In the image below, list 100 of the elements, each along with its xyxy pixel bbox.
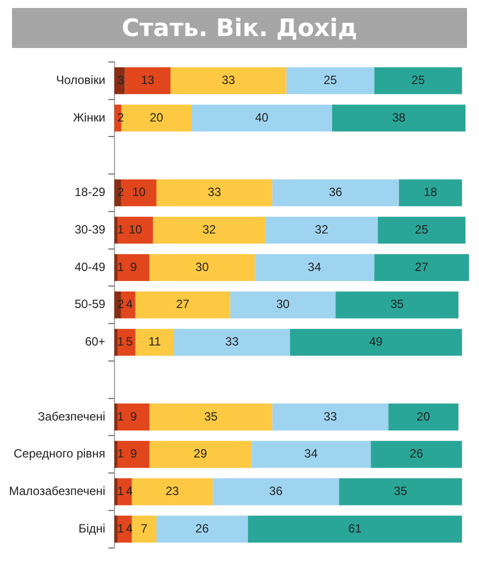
bar bbox=[149, 404, 272, 430]
data-label: 1 bbox=[117, 484, 124, 498]
bar bbox=[290, 328, 462, 356]
data-label: 10 bbox=[128, 222, 142, 236]
data-label: 34 bbox=[304, 446, 318, 461]
data-label: 9 bbox=[130, 409, 138, 424]
y-tick-label: 50-59 bbox=[74, 297, 106, 312]
bar bbox=[132, 478, 213, 506]
data-label: 25 bbox=[411, 72, 426, 87]
y-tick-label: 30-39 bbox=[74, 222, 106, 236]
data-label: 30 bbox=[276, 297, 290, 312]
data-label: 7 bbox=[140, 521, 148, 536]
bar bbox=[124, 67, 170, 94]
bar bbox=[118, 254, 150, 281]
data-label: 36 bbox=[269, 484, 283, 498]
bar bbox=[374, 254, 469, 281]
data-label: 23 bbox=[166, 484, 180, 498]
data-label: 35 bbox=[204, 409, 218, 424]
bar bbox=[114, 254, 118, 281]
bar bbox=[114, 440, 118, 468]
y-tick-label: Бідні bbox=[78, 521, 106, 536]
data-label: 35 bbox=[394, 484, 408, 498]
bar bbox=[254, 254, 374, 281]
data-label: 26 bbox=[195, 521, 210, 536]
bar bbox=[135, 328, 174, 356]
bar bbox=[286, 67, 374, 94]
bar bbox=[272, 179, 399, 206]
bar bbox=[339, 478, 462, 506]
bar bbox=[118, 440, 150, 468]
data-label: 35 bbox=[390, 297, 404, 312]
bar bbox=[174, 328, 290, 356]
bar bbox=[332, 104, 466, 132]
y-tick-label: Жінки bbox=[72, 110, 106, 124]
data-label: 40 bbox=[255, 110, 269, 124]
data-label: 36 bbox=[328, 185, 343, 200]
bar bbox=[192, 104, 332, 132]
bar bbox=[149, 440, 252, 468]
data-label: 27 bbox=[414, 260, 429, 274]
data-label: 32 bbox=[314, 222, 328, 236]
y-tick-label: 18-29 bbox=[74, 185, 106, 200]
y-tick-label: Забезпечені bbox=[38, 409, 106, 424]
data-label: 30 bbox=[195, 260, 210, 274]
bar bbox=[114, 516, 118, 543]
data-label: 27 bbox=[176, 297, 190, 312]
bar bbox=[370, 440, 462, 468]
bar bbox=[248, 516, 462, 543]
data-label: 18 bbox=[424, 185, 438, 200]
data-label: 33 bbox=[225, 334, 239, 349]
data-label: 1 bbox=[117, 446, 124, 461]
data-label: 25 bbox=[324, 72, 338, 87]
bar bbox=[114, 328, 118, 356]
data-label: 33 bbox=[208, 185, 222, 200]
data-label: 25 bbox=[414, 222, 429, 236]
bar bbox=[388, 404, 458, 430]
bar bbox=[114, 404, 118, 430]
data-label: 9 bbox=[130, 446, 138, 461]
bar bbox=[114, 216, 118, 244]
bar bbox=[212, 478, 340, 506]
data-label: 3 bbox=[117, 72, 124, 87]
data-label: 34 bbox=[308, 260, 322, 274]
data-label: 1 bbox=[117, 521, 124, 536]
bar bbox=[336, 291, 458, 318]
bar bbox=[398, 179, 462, 206]
data-label: 10 bbox=[132, 185, 146, 200]
data-label: 61 bbox=[348, 521, 362, 536]
bar bbox=[135, 291, 230, 318]
y-tick-label: Середного рівня bbox=[14, 446, 106, 461]
y-tick-label: Малозабезпечені bbox=[8, 484, 106, 498]
data-label: 29 bbox=[194, 446, 208, 461]
data-label: 38 bbox=[392, 110, 406, 124]
bar bbox=[152, 216, 266, 244]
y-tick-label: 60+ bbox=[84, 334, 106, 349]
data-label: 11 bbox=[148, 334, 162, 349]
data-label: 4 bbox=[126, 297, 133, 312]
y-tick-label: 40-49 bbox=[74, 260, 106, 274]
bar bbox=[118, 216, 153, 244]
data-label: 26 bbox=[410, 446, 424, 461]
bar bbox=[170, 67, 286, 94]
chart-title: Стать. Вік. Дохід bbox=[12, 8, 467, 48]
data-label: 13 bbox=[140, 72, 155, 87]
data-label: 1 bbox=[117, 409, 124, 424]
bar bbox=[374, 67, 462, 94]
data-label: 9 bbox=[130, 260, 138, 274]
data-label: 1 bbox=[117, 222, 124, 236]
bar bbox=[265, 216, 378, 244]
bar bbox=[156, 179, 272, 206]
data-label: 33 bbox=[324, 409, 338, 424]
data-label: 20 bbox=[150, 110, 164, 124]
bar bbox=[378, 216, 466, 244]
bar bbox=[230, 291, 336, 318]
bar bbox=[149, 254, 255, 281]
data-label: 49 bbox=[369, 334, 383, 349]
data-label: 1 bbox=[117, 334, 124, 349]
bar bbox=[114, 478, 118, 506]
bar bbox=[251, 440, 371, 468]
data-label: 32 bbox=[202, 222, 216, 236]
bar bbox=[132, 516, 156, 543]
bar bbox=[272, 404, 388, 430]
bar bbox=[118, 404, 150, 430]
y-tick-label: Чоловіки bbox=[56, 72, 106, 87]
